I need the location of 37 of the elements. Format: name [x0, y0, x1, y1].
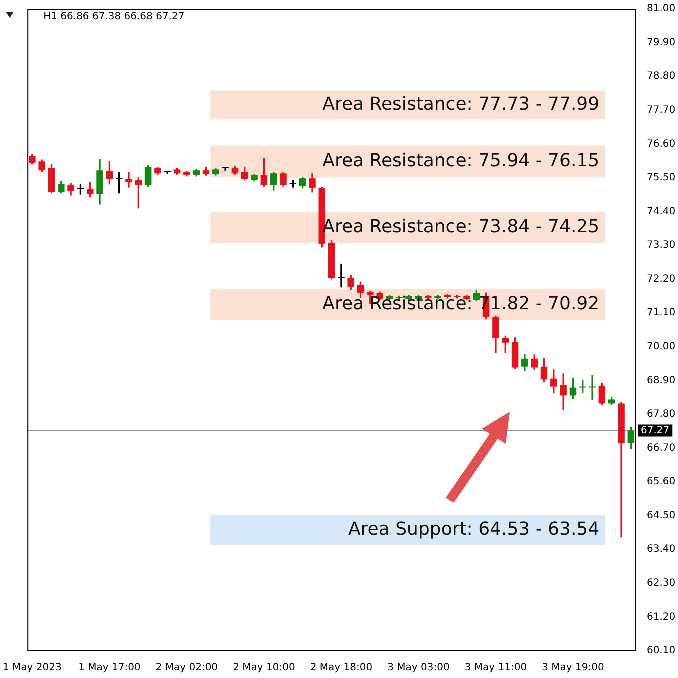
y-tick-label: 79.90: [647, 37, 676, 48]
chart-title: H1 66.86 67.38 66.68 67.27: [44, 12, 185, 23]
x-tick-label: 2 May 10:00: [233, 662, 296, 674]
y-tick-label: 71.10: [647, 308, 676, 319]
y-tick-label: 77.70: [647, 104, 676, 116]
x-tick-label: 1 May 17:00: [78, 662, 141, 674]
candlestick: [338, 264, 345, 288]
x-tick-label: 3 May 19:00: [542, 662, 604, 674]
ref-line-label: 67.27: [641, 425, 670, 436]
y-tick-label: 64.50: [647, 510, 676, 522]
candlestick: [222, 167, 229, 171]
y-tick-label: 67.80: [647, 409, 676, 420]
y-tick-label: 72.20: [647, 274, 676, 285]
x-tick-label: 3 May 11:00: [464, 662, 528, 674]
y-tick-label: 62.30: [647, 578, 676, 590]
y-tick-label: 76.60: [647, 138, 676, 150]
y-tick-label: 65.60: [647, 476, 676, 488]
y-tick-label: 81.00: [647, 4, 676, 15]
candlestick: [126, 172, 132, 188]
x-tick-label: 3 May 03:00: [388, 662, 450, 674]
y-tick-label: 60.10: [647, 646, 676, 657]
x-tick-label: 2 May 02:00: [156, 662, 218, 674]
y-tick-label: 70.00: [647, 341, 676, 352]
y-tick-label: 61.20: [647, 612, 676, 623]
band-label: Area Resistance: 75.94 - 76.15: [322, 150, 600, 172]
y-tick-label: 66.70: [647, 442, 676, 454]
y-tick-label: 75.50: [647, 172, 676, 184]
x-tick-label: 2 May 18:00: [310, 662, 373, 674]
y-tick-label: 63.40: [647, 544, 676, 556]
y-tick-label: 73.30: [647, 240, 676, 252]
candlestick: [589, 375, 596, 400]
y-tick-label: 74.40: [647, 206, 676, 218]
x-tick-label: 1 May 2023: [3, 662, 62, 674]
y-tick-label: 78.80: [647, 71, 676, 82]
y-tick-label: 68.90: [647, 375, 676, 386]
band-label: Area Resistance: 77.73 - 77.99: [322, 94, 600, 115]
band-label: Area Support: 64.53 - 63.54: [348, 519, 600, 540]
